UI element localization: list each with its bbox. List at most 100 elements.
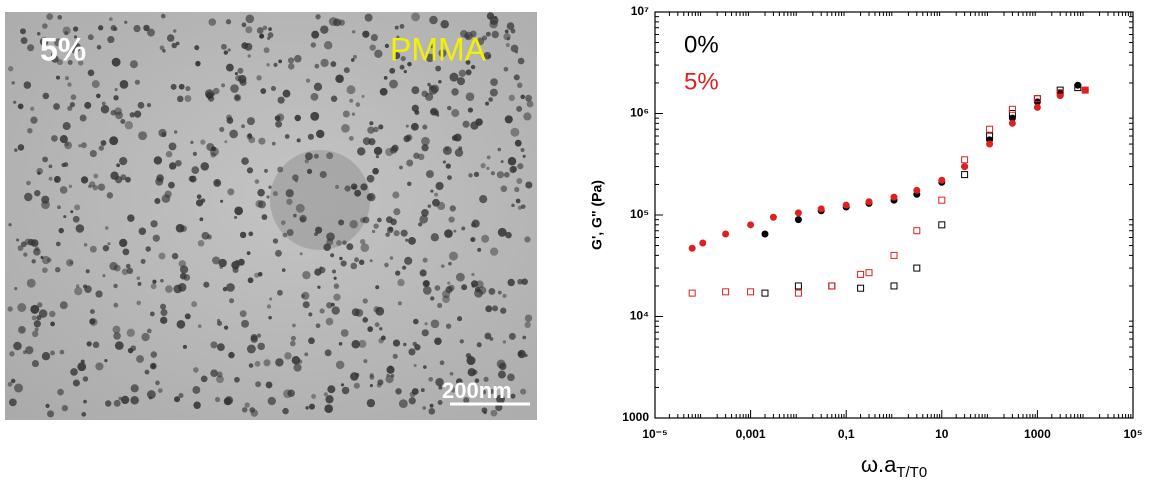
- particle: [268, 315, 272, 320]
- particle: [228, 351, 235, 359]
- particle: [513, 74, 520, 81]
- particle: [221, 83, 226, 88]
- particle: [437, 201, 446, 211]
- particle: [477, 247, 482, 252]
- particle: [177, 283, 187, 292]
- particle: [507, 157, 517, 166]
- particle: [385, 232, 390, 237]
- particle: [138, 227, 147, 235]
- particle: [113, 399, 121, 407]
- particle: [284, 352, 292, 360]
- particle: [473, 171, 480, 178]
- particle: [377, 217, 382, 223]
- particle: [430, 233, 439, 242]
- particle: [308, 337, 315, 345]
- particle: [72, 26, 79, 32]
- particle: [422, 406, 426, 410]
- particle: [34, 246, 40, 252]
- particle: [199, 217, 204, 222]
- particle: [176, 95, 184, 103]
- particle: [263, 359, 271, 367]
- particle: [422, 124, 428, 130]
- particle: [17, 103, 24, 110]
- particle: [369, 374, 375, 380]
- particle: [59, 135, 68, 144]
- particle: [369, 259, 373, 263]
- particle: [100, 105, 110, 114]
- particle: [486, 155, 491, 160]
- particle: [389, 256, 394, 260]
- particle: [261, 214, 268, 220]
- particle: [372, 167, 379, 175]
- particle: [218, 258, 227, 268]
- particle: [63, 162, 69, 167]
- particle: [455, 272, 465, 282]
- image-background: [5, 12, 537, 420]
- data-point: [865, 269, 873, 277]
- particle: [427, 82, 431, 87]
- particle: [354, 189, 362, 197]
- particle: [366, 398, 376, 408]
- particle: [463, 397, 470, 404]
- plot-frame: [654, 11, 1134, 419]
- particle: [418, 222, 423, 227]
- data-point: [688, 244, 696, 252]
- particle: [214, 396, 221, 403]
- particle: [83, 243, 88, 247]
- particle: [278, 59, 283, 64]
- particle: [204, 89, 214, 99]
- particle: [213, 179, 222, 187]
- particle: [517, 205, 523, 210]
- particle: [242, 407, 248, 413]
- particle: [212, 256, 221, 265]
- particle: [166, 34, 175, 42]
- data-point: [794, 282, 802, 290]
- particle: [372, 229, 376, 234]
- particle: [267, 32, 274, 38]
- particle: [444, 229, 453, 238]
- particle: [297, 359, 303, 364]
- particle: [235, 259, 239, 264]
- particle: [510, 393, 516, 399]
- particle: [51, 135, 58, 142]
- particle: [471, 272, 475, 277]
- particle: [184, 95, 192, 102]
- particle: [115, 111, 123, 120]
- data-point: [890, 282, 898, 290]
- particle: [461, 284, 468, 291]
- particle: [310, 42, 317, 48]
- particle: [442, 290, 451, 299]
- particle: [136, 355, 144, 363]
- particle: [130, 396, 139, 405]
- particle: [194, 45, 200, 51]
- particle: [182, 344, 187, 349]
- particle: [344, 185, 351, 192]
- particle: [408, 236, 416, 245]
- particle: [155, 177, 164, 186]
- particle: [235, 75, 242, 82]
- particle: [8, 223, 12, 227]
- particle: [200, 375, 208, 383]
- particle: [362, 137, 371, 146]
- particle: [246, 133, 253, 140]
- particle: [516, 105, 523, 112]
- particle: [332, 269, 336, 274]
- particle: [133, 24, 141, 33]
- particle: [479, 195, 488, 204]
- particle: [319, 266, 326, 274]
- particle: [346, 243, 354, 251]
- particle: [244, 402, 250, 408]
- particle: [169, 162, 177, 170]
- particle: [30, 116, 38, 124]
- particle: [422, 257, 428, 263]
- particle: [113, 27, 118, 31]
- particle: [190, 140, 194, 144]
- particle: [66, 258, 74, 267]
- particle: [210, 369, 218, 378]
- particle: [438, 385, 443, 390]
- particle: [525, 94, 532, 102]
- particle: [54, 38, 63, 47]
- particle: [276, 289, 283, 296]
- particle: [121, 268, 129, 276]
